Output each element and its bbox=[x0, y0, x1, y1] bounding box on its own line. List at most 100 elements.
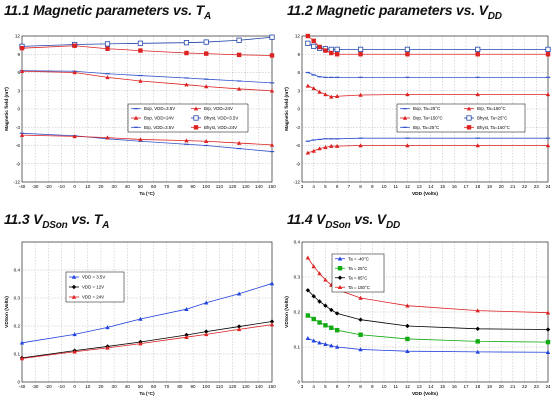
data-point bbox=[545, 143, 551, 148]
x-tick-label: 10 bbox=[85, 384, 91, 389]
x-tick-label: 10 bbox=[381, 384, 387, 389]
data-point bbox=[405, 52, 410, 57]
data-point bbox=[184, 50, 189, 56]
data-point bbox=[405, 143, 410, 148]
data-point bbox=[358, 92, 363, 97]
data-point bbox=[269, 322, 275, 327]
y-tick-label: 3 bbox=[17, 88, 20, 93]
series-line bbox=[21, 324, 273, 359]
data-point bbox=[323, 342, 328, 346]
data-point bbox=[204, 332, 209, 337]
data-point bbox=[184, 335, 189, 339]
legend-swatch-marker bbox=[193, 106, 199, 111]
data-point bbox=[72, 332, 77, 337]
x-tick-label: -10 bbox=[58, 184, 65, 189]
legend-item: Bhyst, VDD=24V bbox=[191, 125, 237, 130]
x-tick-label: 100 bbox=[202, 384, 210, 389]
legend-label: Ta = 25°C bbox=[348, 266, 367, 271]
x-tick-label: 11 bbox=[393, 184, 398, 189]
legend-swatch-marker bbox=[193, 125, 199, 130]
data-point bbox=[311, 338, 316, 343]
chart3-title-text: 11.3 V bbox=[4, 211, 43, 227]
data-point bbox=[405, 92, 410, 97]
x-tick-label: 9 bbox=[371, 384, 374, 389]
x-tick-label: 140 bbox=[255, 384, 263, 389]
series-line bbox=[307, 137, 548, 142]
series-bop-ta-150-c bbox=[305, 83, 551, 99]
data-point bbox=[269, 142, 275, 147]
data-point bbox=[475, 308, 480, 313]
legend-swatch-marker bbox=[466, 115, 472, 121]
data-point bbox=[72, 70, 77, 75]
data-point bbox=[184, 138, 189, 143]
data-point bbox=[236, 86, 242, 91]
x-tick-label: 140 bbox=[255, 184, 263, 189]
series-bop-vdd-3-5v bbox=[19, 70, 275, 84]
x-tick-label: 24 bbox=[545, 384, 551, 389]
x-tick-label: 80 bbox=[177, 384, 183, 389]
data-point bbox=[475, 52, 480, 57]
data-point bbox=[334, 143, 340, 148]
data-point bbox=[405, 349, 410, 353]
data-point bbox=[236, 52, 242, 58]
data-point bbox=[405, 323, 410, 329]
data-point bbox=[323, 323, 328, 328]
legend-label: Bop, Ta=25°C bbox=[413, 106, 440, 111]
x-tick-label: 60 bbox=[151, 184, 157, 189]
data-point bbox=[334, 328, 340, 333]
data-point bbox=[323, 303, 328, 308]
x-tick-label: 16 bbox=[452, 184, 458, 189]
series-line bbox=[307, 290, 549, 330]
legend-box bbox=[127, 103, 249, 133]
legend-label: Bop, VDD=24V bbox=[144, 116, 174, 121]
x-axis-label: VDD (Volts) bbox=[412, 191, 438, 197]
x-tick-label: -30 bbox=[32, 184, 39, 189]
series-line bbox=[307, 145, 548, 154]
chart1-title-text: 11.1 Magnetic parameters vs. T bbox=[4, 2, 204, 18]
x-tick-label: 17 bbox=[463, 384, 469, 389]
data-point bbox=[358, 317, 363, 322]
x-tick-label: 110 bbox=[216, 384, 224, 389]
data-point bbox=[317, 271, 322, 276]
series-line bbox=[21, 134, 273, 146]
legend-item: Brp, Ta=25°C bbox=[400, 125, 439, 130]
data-point bbox=[311, 43, 317, 49]
legend-swatch-marker bbox=[466, 106, 472, 111]
legend-label: VDD = 12V bbox=[82, 285, 104, 290]
data-point bbox=[105, 75, 110, 80]
series-bhyst-vdd-24v bbox=[19, 43, 275, 58]
legend-swatch-marker bbox=[337, 266, 343, 271]
y-tick-label: 12 bbox=[295, 34, 301, 39]
legend-label: Ta = 85°C bbox=[348, 275, 367, 280]
series-line bbox=[21, 36, 273, 47]
data-point bbox=[105, 46, 110, 51]
data-point bbox=[311, 264, 316, 269]
chart2-title-text: 11.2 Magnetic parameters vs. V bbox=[287, 2, 488, 18]
data-point bbox=[203, 39, 209, 45]
series-bhyst-ta-150-c bbox=[305, 33, 551, 57]
data-point bbox=[545, 350, 551, 355]
chart4-title-tail: vs. V bbox=[350, 211, 386, 227]
y-tick-label: 6 bbox=[17, 70, 20, 75]
legend-label: Brp, VDD=24V bbox=[204, 106, 233, 111]
x-tick-label: 70 bbox=[164, 384, 170, 389]
legend-label: VDD = 3.5V bbox=[82, 275, 105, 280]
chart3-title: 11.3 VDSon vs. TA bbox=[4, 211, 109, 231]
chart3-title-sub2: A bbox=[102, 219, 110, 231]
legend-label: Bhyst, VDD=3.5V bbox=[204, 116, 238, 121]
legend-swatch-marker bbox=[71, 274, 77, 279]
data-point bbox=[329, 50, 334, 56]
data-point bbox=[405, 303, 410, 308]
data-point bbox=[305, 40, 311, 46]
data-point bbox=[317, 89, 322, 94]
x-tick-label: 21 bbox=[510, 384, 516, 389]
y-tick-label: 0 bbox=[297, 380, 300, 385]
x-tick-label: 19 bbox=[487, 184, 493, 189]
legend: VDD = 3.5V VDD = 12V VDD = 24V bbox=[65, 271, 125, 303]
data-point bbox=[19, 132, 25, 137]
data-point bbox=[329, 307, 334, 313]
data-point bbox=[19, 45, 25, 51]
series-ta-25-c bbox=[305, 313, 551, 345]
x-tick-label: 10 bbox=[381, 184, 387, 189]
data-point bbox=[305, 33, 311, 39]
